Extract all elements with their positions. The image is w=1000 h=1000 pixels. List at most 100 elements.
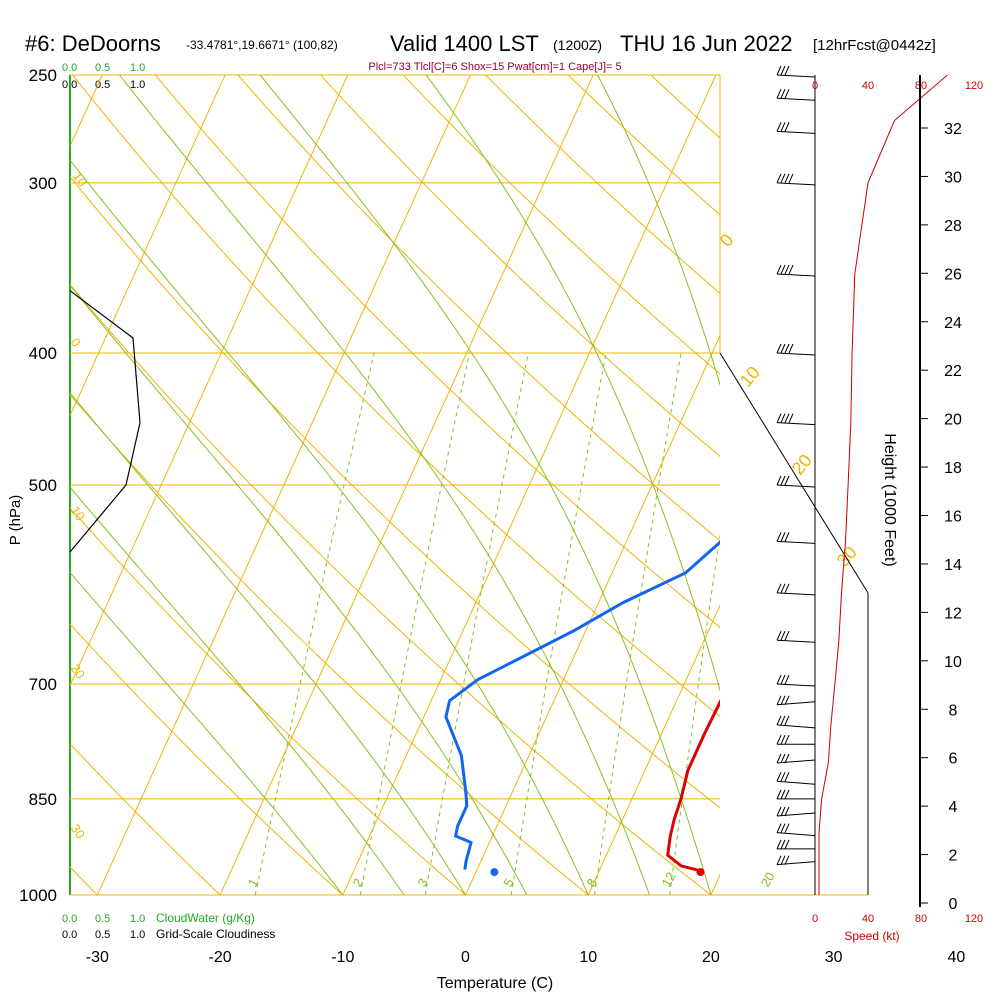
wind-barb-feather [776, 65, 782, 76]
dry-adiabat [237, 75, 720, 542]
isotherm-line [219, 75, 594, 895]
height-tick-label: 20 [944, 412, 962, 429]
height-tick-label: 28 [944, 218, 962, 235]
wind-barb [776, 532, 816, 544]
temperature-tick-label: 30 [825, 949, 843, 966]
wind-barb-feather [776, 413, 782, 423]
wind-barb-feather [784, 475, 790, 486]
speed-tick-bottom: 120 [965, 913, 983, 925]
wind-barb-feather [784, 839, 790, 850]
moist-adiabat [425, 75, 720, 692]
mixing-ratio-line [669, 533, 720, 895]
wind-barb-feather [776, 695, 782, 705]
wind-barb-feather [784, 583, 790, 594]
moist-adiabat [119, 75, 651, 895]
height-tick-label: 4 [949, 799, 958, 816]
wind-barb-feather [776, 475, 782, 486]
moist-adiabat [70, 159, 589, 895]
bottom-scale-black-0: 0.0 [62, 929, 77, 941]
y-axis-label: P (hPa) [7, 495, 24, 546]
wind-barb-feather [784, 855, 790, 865]
top-scale-green-0: 0.0 [62, 62, 77, 74]
bottom-scale-green-0: 0.0 [62, 913, 77, 925]
height-tick-label: 26 [944, 266, 962, 283]
wind-barb-feather [776, 583, 782, 594]
wind-barb-feather [780, 630, 786, 641]
wind-barb-feather [776, 88, 782, 99]
top-scale-green-1: 0.5 [95, 62, 110, 74]
wind-barb-feather [776, 789, 782, 800]
dry-adiabat [70, 393, 589, 895]
temperature-tick-label: 10 [579, 949, 597, 966]
wind-barb-feather [780, 264, 786, 275]
wind-barb-staff [776, 683, 816, 687]
pressure-tick-label: 850 [29, 790, 57, 809]
wind-barb-staff [776, 812, 816, 817]
wind-barb-feather [780, 122, 786, 132]
speed-tick-top: 0 [812, 80, 818, 92]
pressure-tick-label: 400 [29, 344, 57, 363]
wind-barb-feather [784, 674, 790, 685]
wind-barb-staff [776, 182, 816, 186]
wind-barb-staff [776, 592, 816, 596]
height-tick-label: 0 [949, 896, 958, 913]
wind-barb [776, 855, 816, 866]
isotherm-line [710, 873, 720, 895]
wind-barb-feather [780, 735, 786, 745]
wind-barb [776, 630, 816, 643]
wind-barb-feather [780, 772, 786, 782]
wind-barb-feather [780, 532, 786, 542]
pressure-tick-label: 1000 [19, 886, 57, 905]
wind-barb-feather [776, 735, 782, 745]
wind-barb-feather [780, 475, 786, 486]
wind-barb [776, 475, 816, 488]
height-tick-label: 14 [944, 557, 962, 574]
dry-adiabat [816, 75, 1000, 895]
wind-barb-staff [776, 759, 816, 764]
mixing-ratio-label: 8 [583, 876, 600, 890]
wind-barb-feather [776, 343, 782, 354]
height-tick-label: 10 [944, 654, 962, 671]
dry-adiabat [402, 75, 720, 375]
wind-barb-feather [780, 65, 786, 76]
wind-barb-feather [780, 823, 786, 833]
height-tick-label: 12 [944, 605, 962, 622]
mixing-ratio-label: 20 [757, 870, 777, 890]
temperature-tick-label: -20 [209, 949, 232, 966]
isotherm-line [465, 334, 720, 895]
wind-barb-staff [776, 639, 816, 643]
wind-barb-feather [776, 630, 782, 641]
height-tick-label: 8 [949, 702, 958, 719]
wind-barb-feather [788, 264, 794, 275]
wind-barb-feather [776, 839, 782, 850]
wind-barb-feather [784, 65, 790, 76]
x-axis-label: Temperature (C) [437, 975, 553, 992]
adiabat-label: 10 [68, 503, 89, 523]
speed-tick-bottom: 40 [862, 913, 874, 925]
wind-barb-staff [776, 422, 816, 426]
wind-barb-feather [788, 413, 794, 423]
wind-barb [776, 772, 816, 785]
moist-adiabat [70, 391, 466, 895]
bottom-scale-black-1: 0.5 [95, 929, 110, 941]
wind-barb-feather [780, 789, 786, 800]
height-axis-label: Height (1000 Feet) [881, 433, 898, 566]
pressure-tick-label: 700 [29, 675, 57, 694]
temperature-tick-label: -30 [86, 949, 109, 966]
wind-barb-feather [776, 806, 782, 817]
adiabat-label: 30 [68, 821, 89, 841]
wind-barb [776, 823, 816, 837]
wind-barb-feather [784, 264, 790, 275]
wind-barb [776, 583, 816, 596]
isotherm-line [342, 75, 717, 895]
bottom-scale-green-1: 0.5 [95, 913, 110, 925]
wind-barb-feather [780, 88, 786, 99]
wind-barb [776, 806, 816, 817]
speed-tick-top: 120 [965, 80, 983, 92]
wind-barb-feather [776, 715, 782, 726]
height-tick-label: 30 [944, 169, 962, 186]
wind-barb-feather [784, 753, 790, 764]
isotherm-line [96, 75, 471, 895]
wind-panel: 0040408080120120 [719, 65, 983, 925]
wind-barb [776, 65, 816, 78]
